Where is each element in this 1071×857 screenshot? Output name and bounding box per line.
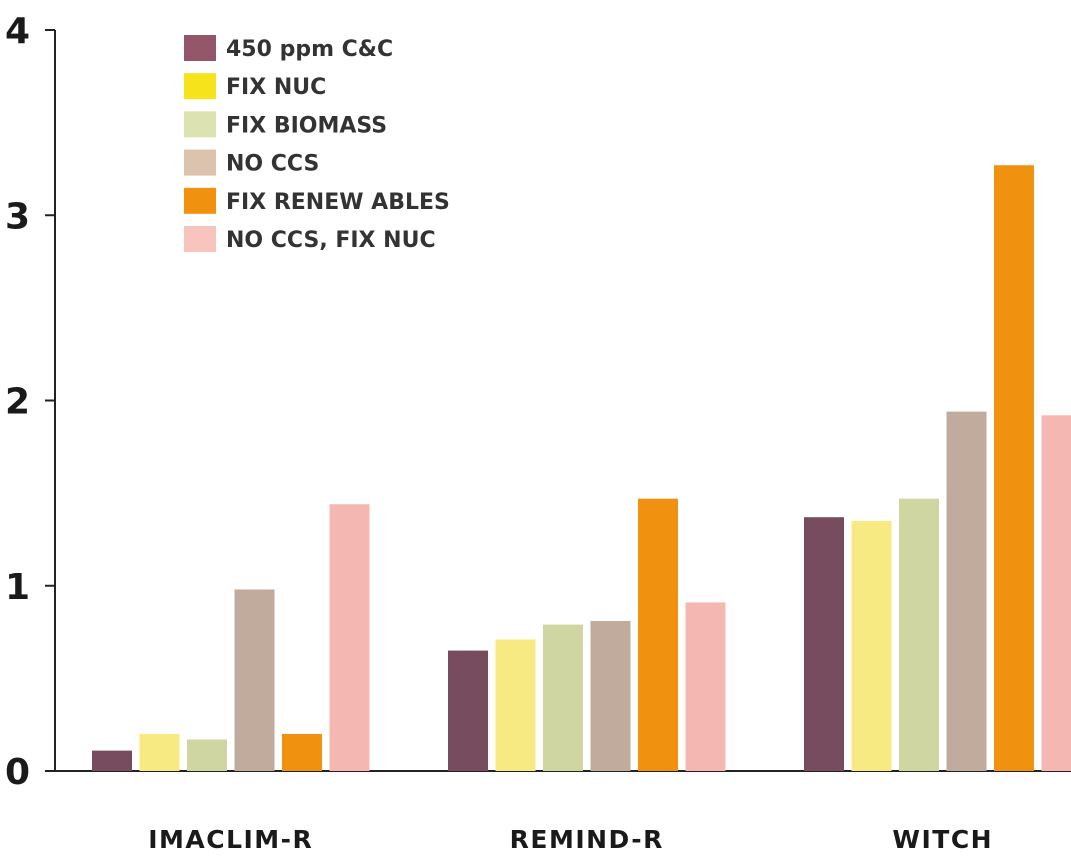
bar: [899, 499, 939, 771]
bar: [140, 734, 180, 771]
y-tick-label: 2: [5, 382, 30, 423]
legend-swatch: [184, 73, 216, 99]
x-tick-label: REMIND-R: [510, 825, 664, 853]
x-tick-label: IMACLIM-R: [148, 825, 313, 853]
legend-swatch: [184, 226, 216, 252]
bar: [591, 621, 631, 771]
legend-label: NO CCS, FIX NUC: [226, 228, 436, 253]
bar: [448, 651, 488, 771]
legend-swatch: [184, 150, 216, 176]
bar: [852, 521, 892, 771]
legend-swatch: [184, 188, 216, 214]
bar: [947, 412, 987, 771]
bars: [92, 165, 1071, 771]
y-tick-label: 4: [5, 11, 30, 52]
bar: [543, 625, 583, 771]
y-ticks: 0 1 2 3 4: [5, 11, 55, 793]
legend-swatch: [184, 111, 216, 137]
bar: [235, 589, 275, 771]
bar: [282, 734, 322, 771]
bar: [496, 639, 536, 771]
legend-label: 450 ppm C&C: [226, 37, 393, 62]
legend-label: FIX RENEW ABLES: [226, 190, 450, 215]
x-tick-label: WITCH: [892, 825, 993, 853]
y-tick-label: 1: [5, 567, 30, 608]
x-tick-labels: IMACLIM-R REMIND-R WITCH: [148, 825, 993, 853]
legend-label: NO CCS: [226, 152, 319, 177]
legend: 450 ppm C&C FIX NUC FIX BIOMASS NO CCS FIX R…: [184, 35, 450, 253]
bar: [330, 504, 370, 771]
bar: [994, 165, 1034, 771]
y-tick-label: 0: [5, 752, 30, 793]
legend-label: FIX BIOMASS: [226, 113, 387, 138]
bar: [1042, 415, 1071, 771]
bar: [804, 517, 844, 771]
bar: [638, 499, 678, 771]
bar: [187, 740, 227, 771]
bar: [686, 602, 726, 771]
bar: [92, 751, 132, 771]
legend-swatch: [184, 35, 216, 61]
legend-label: FIX NUC: [226, 75, 326, 100]
y-tick-label: 3: [5, 196, 30, 237]
